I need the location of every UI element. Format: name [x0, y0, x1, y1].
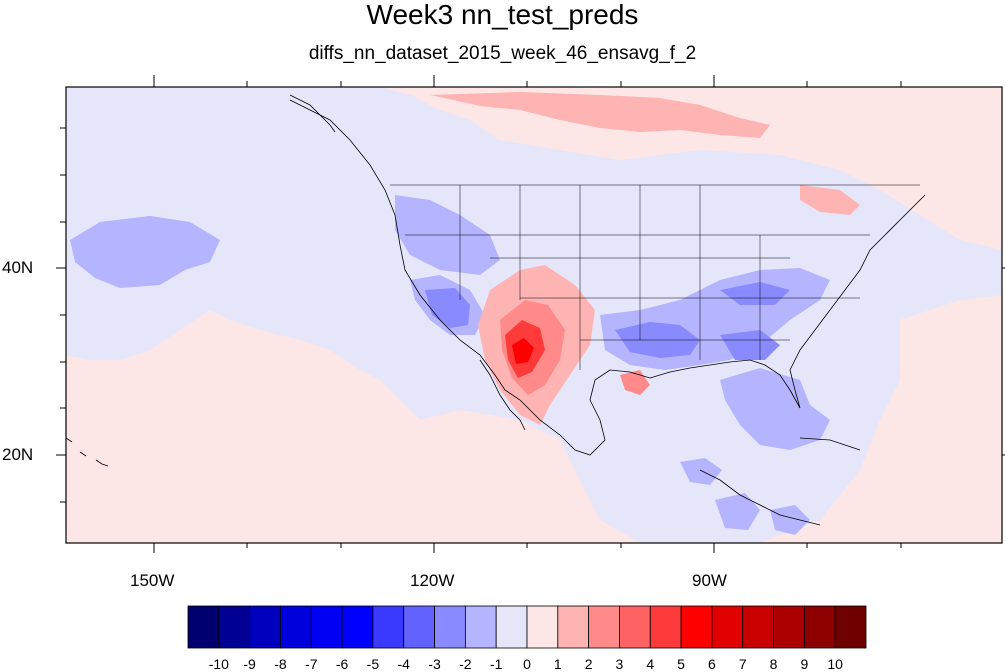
negative-region-gulf: [720, 368, 830, 450]
map-title: Week3 nn_test_preds: [366, 0, 639, 30]
negative-region-mexico-3: [770, 505, 810, 535]
coastline-alaska: [289, 94, 336, 133]
lat-label-20n: 20N: [2, 445, 34, 464]
coastline-central-america: [699, 469, 821, 526]
map-subtitle: diffs_nn_dataset_2015_week_46_ensavg_f_2: [308, 43, 697, 64]
lon-label-120w: 120W: [410, 571, 455, 590]
colorbar-tick-label: -7: [305, 656, 318, 672]
colorbar-tick-label: 0: [523, 656, 531, 672]
lon-label-150w: 150W: [130, 571, 175, 590]
colorbar-swatch: [557, 605, 590, 649]
coastlines: [66, 94, 926, 526]
colorbar-tick-label: 5: [677, 656, 685, 672]
colorbar-swatch: [526, 605, 559, 649]
positive-region-texas: [620, 370, 650, 395]
state-borders: [390, 184, 920, 370]
colorbar-swatch: [711, 605, 744, 649]
colorbar-tick-label: -5: [366, 656, 380, 672]
colorbar-tick-label: 8: [769, 656, 778, 672]
colorbar-swatch: [495, 605, 528, 649]
colorbar-swatch: [372, 605, 405, 649]
coastline-baja: [479, 359, 526, 431]
negative-region-mexico-1: [680, 458, 722, 485]
colorbar-swatch: [403, 605, 435, 649]
colorbar-swatch: [341, 605, 374, 649]
colorbar-swatch: [280, 605, 312, 649]
colorbar-tick-label: 9: [800, 656, 809, 672]
positive-max-southwest: [512, 338, 534, 364]
colorbar-tick-label: 6: [708, 656, 716, 672]
positive-region-alaska-band: [430, 92, 770, 138]
colorbar-tick-label: -4: [397, 656, 410, 672]
negative-region-mexico-2: [715, 493, 760, 530]
coastline-hawaii: [66, 437, 109, 467]
coastline-cuba: [799, 437, 861, 451]
colorbar-swatch: [649, 605, 682, 649]
colorbar-tick-label: -10: [208, 656, 229, 672]
positive-region-south: [66, 345, 640, 543]
colorbar-swatch: [187, 605, 220, 649]
colorbar-tick-label: 4: [646, 656, 655, 672]
colorbar-swatch: [249, 605, 281, 649]
colorbar-swatch: [588, 605, 620, 649]
contour-field: [66, 87, 1002, 543]
colorbar-tick-label: 1: [553, 656, 562, 672]
colorbar-tick-label: 2: [584, 656, 593, 672]
positive-region-atlantic: [900, 295, 1002, 420]
negative-core-california: [425, 288, 470, 328]
axis-ticks: [56, 75, 1005, 553]
colorbar-swatch: [773, 605, 805, 649]
lat-label-40n: 40N: [2, 258, 34, 277]
colorbar-tick-label: -2: [459, 656, 472, 672]
negative-blob-pacific: [70, 216, 220, 288]
colorbar-swatch: [680, 605, 713, 649]
colorbar-swatch: [310, 605, 343, 649]
colorbar-tick-label: -6: [335, 656, 349, 672]
colorbar-swatch: [619, 605, 651, 649]
colorbar-swatch: [803, 605, 836, 649]
colorbar-tick-label: -9: [243, 656, 256, 672]
colorbar-swatch: [834, 605, 867, 649]
lon-label-90w: 90W: [692, 571, 727, 590]
negative-core-ohio: [720, 282, 790, 305]
colorbar-tick-label: 3: [615, 656, 624, 672]
colorbar-swatch: [434, 605, 466, 649]
colorbar-swatch: [742, 605, 774, 649]
colorbar-tick-label: -8: [274, 656, 287, 672]
colorbar-tick-label: -1: [489, 656, 503, 672]
colorbar-tick-label: 7: [738, 656, 747, 672]
colorbar-tick-label: -3: [428, 656, 441, 672]
colorbar-tick-label: 10: [827, 656, 843, 672]
coastline-north-america: [289, 99, 926, 456]
positive-region-ne: [800, 185, 860, 215]
negative-core-southeast: [720, 330, 780, 360]
colorbar-swatch: [218, 605, 251, 649]
colorbar-swatch: [464, 605, 497, 649]
